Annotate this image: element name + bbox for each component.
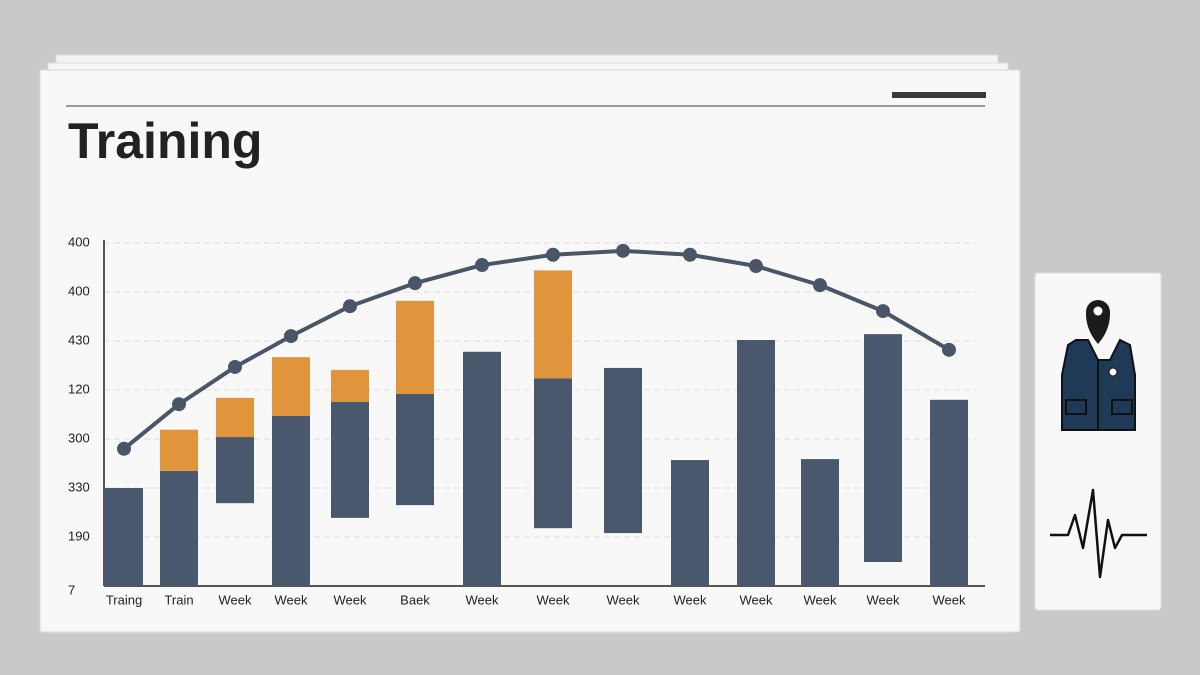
trend-point [813, 278, 827, 293]
plot: 400 400 430 120 300 330 190 7 Traing Train Week Wee… [68, 234, 985, 607]
chart-title: Training [68, 113, 262, 169]
trend-point [546, 247, 560, 262]
y-tick-label: 300 [68, 430, 90, 445]
trend-point [475, 258, 489, 273]
x-tick-label: Week [867, 592, 900, 607]
bar-segment [160, 429, 198, 471]
x-tick-label: Baek [400, 592, 430, 607]
bar-segment [463, 351, 501, 586]
x-tick-label: Traing [106, 592, 142, 607]
x-tick-label: Week [466, 592, 499, 607]
bar-segment [272, 415, 310, 586]
bar-segment [930, 399, 968, 586]
bar-segment [671, 460, 709, 586]
bar-segment [801, 459, 839, 586]
y-tick-label: 7 [68, 582, 75, 597]
x-tick-label: Week [607, 592, 640, 607]
trend-point [284, 329, 298, 344]
trend-point [616, 243, 630, 258]
bar-segment [160, 470, 198, 586]
trend-point [749, 259, 763, 274]
trend-point [942, 342, 956, 357]
bar-segment [331, 369, 369, 402]
pulse-icon [1050, 488, 1147, 579]
y-tick-label: 330 [68, 479, 90, 494]
trend-line [122, 248, 951, 451]
y-tick-label: 430 [68, 332, 90, 347]
bar-segment [864, 334, 902, 562]
bar-segment [272, 357, 310, 416]
y-tick-label: 120 [68, 381, 90, 396]
x-tick-label: Week [334, 592, 367, 607]
trend-point [228, 359, 242, 374]
bar-segment [216, 397, 254, 438]
y-tick-label: 400 [68, 283, 90, 298]
paper [39, 69, 1021, 633]
x-tick-label: Week [275, 592, 308, 607]
x-tick-label: Week [537, 592, 570, 607]
x-tick-label: Week [674, 592, 707, 607]
bar-segment [396, 393, 434, 506]
x-tick-label: Week [804, 592, 837, 607]
x-tick-label: Week [933, 592, 966, 607]
x-tick-label: Week [740, 592, 773, 607]
vest-icon [1061, 300, 1136, 431]
trend-point [408, 276, 422, 291]
trend-point [343, 299, 357, 314]
trend-point [117, 441, 131, 456]
bar-segment [216, 437, 254, 504]
bar-segment [534, 270, 572, 379]
y-tick-label: 400 [68, 234, 90, 249]
trend-point [172, 397, 186, 412]
x-tick-label: Train [164, 592, 193, 607]
x-tick-label: Week [219, 592, 252, 607]
header-bar [892, 92, 986, 98]
trend-point [683, 247, 697, 262]
bar-segment [105, 488, 143, 586]
bar-segment [604, 367, 642, 534]
bar-segment [737, 340, 775, 586]
bar-segment [396, 300, 434, 394]
bar-segment [534, 378, 572, 529]
y-tick-label: 190 [68, 528, 90, 543]
bar-segment [331, 401, 369, 518]
trend-point [876, 304, 890, 319]
